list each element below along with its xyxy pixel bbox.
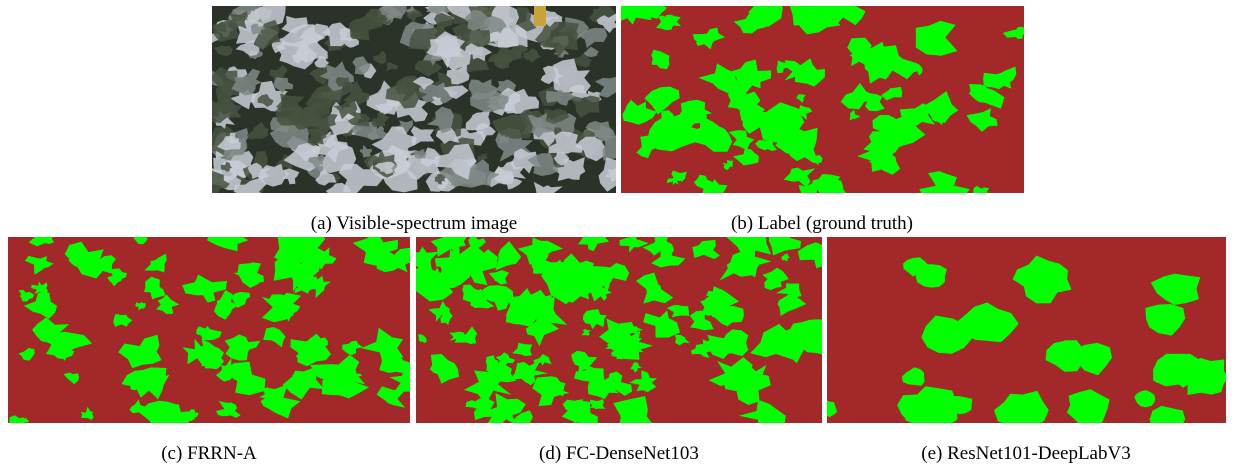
segmentation-map bbox=[604, 0, 1029, 204]
segmentation-map bbox=[8, 220, 422, 430]
leaf bbox=[275, 106, 302, 126]
segmentation-map bbox=[406, 222, 847, 437]
figure: (a) Visible-spectrum image (b) Label (gr… bbox=[0, 0, 1233, 466]
background-class bbox=[621, 6, 1024, 193]
caption: (b) Label (ground truth) bbox=[731, 213, 913, 234]
segmentation-map bbox=[817, 237, 1228, 431]
caption: (c) FRRN-A bbox=[161, 443, 257, 464]
stake bbox=[534, 6, 546, 26]
caption: (d) FC-DenseNet103 bbox=[539, 443, 699, 464]
caption: (e) ResNet101-DeepLabV3 bbox=[921, 443, 1130, 464]
caption: (a) Visible-spectrum image bbox=[311, 213, 517, 234]
photo bbox=[197, 0, 634, 205]
